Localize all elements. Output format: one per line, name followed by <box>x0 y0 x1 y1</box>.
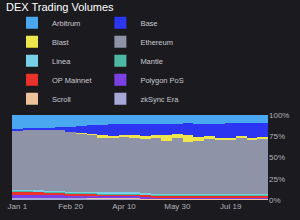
svg-text:Base: Base <box>140 19 157 28</box>
svg-text:Polygon PoS: Polygon PoS <box>140 76 183 85</box>
svg-text:Scroll: Scroll <box>52 95 71 104</box>
svg-text:May 30: May 30 <box>164 202 191 211</box>
svg-text:Jul 19: Jul 19 <box>220 202 242 211</box>
svg-text:DEX Trading Volumes: DEX Trading Volumes <box>6 1 114 13</box>
svg-text:Blast: Blast <box>52 38 70 47</box>
svg-text:Apr 10: Apr 10 <box>112 202 136 211</box>
svg-text:0%: 0% <box>269 196 281 205</box>
svg-text:Feb 20: Feb 20 <box>58 202 83 211</box>
svg-text:Linea: Linea <box>52 57 71 66</box>
svg-text:75%: 75% <box>269 132 285 141</box>
svg-text:25%: 25% <box>269 175 285 184</box>
svg-text:50%: 50% <box>269 153 285 162</box>
svg-text:Arbitrum: Arbitrum <box>52 19 80 28</box>
svg-text:OP Mainnet: OP Mainnet <box>52 76 92 85</box>
svg-text:Ethereum: Ethereum <box>140 38 173 47</box>
svg-text:Jan 1: Jan 1 <box>8 202 28 211</box>
svg-text:zkSync Era: zkSync Era <box>140 95 179 104</box>
svg-text:Mantle: Mantle <box>140 57 163 66</box>
svg-text:100%: 100% <box>269 111 289 120</box>
